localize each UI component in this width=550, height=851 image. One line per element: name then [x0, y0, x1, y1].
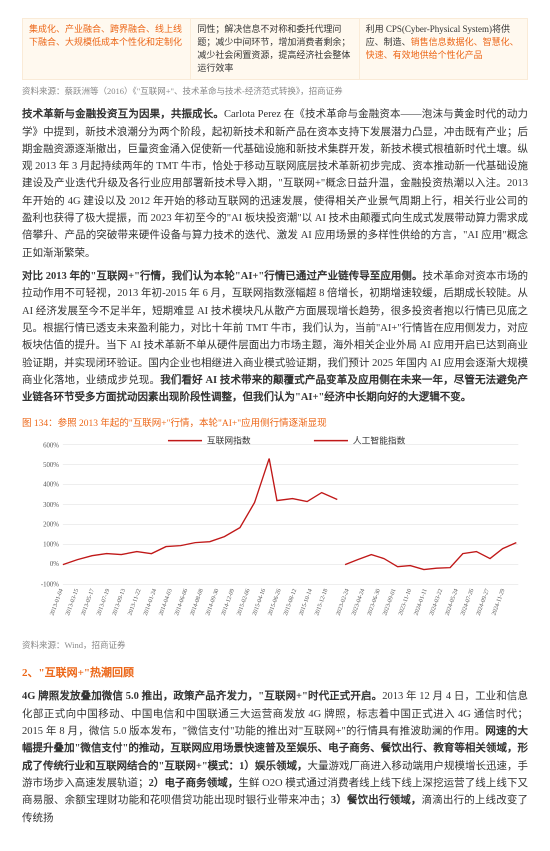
- x-axis-labels: 2013-01-04 2013-03-15 2013-05-17 2013-07…: [50, 588, 507, 616]
- svg-text:-100%: -100%: [41, 582, 59, 589]
- svg-text:600%: 600%: [43, 443, 59, 450]
- svg-text:500%: 500%: [43, 462, 59, 469]
- svg-text:2015-08-12: 2015-08-12: [283, 588, 298, 616]
- svg-text:2023-11-10: 2023-11-10: [398, 588, 413, 616]
- series-ai: [345, 543, 516, 570]
- svg-text:2024-01-11: 2024-01-11: [414, 588, 429, 616]
- source-note: 资料来源：Wind，招商证券: [22, 638, 528, 652]
- body-paragraph: 对比 2013 年的"互联网+"行情，我们认为本轮"AI+"行情已通过产业链传导…: [22, 268, 528, 407]
- svg-text:2014-04-03: 2014-04-03: [158, 588, 173, 616]
- gridlines: [63, 445, 518, 585]
- svg-text:2023-06-30: 2023-06-30: [367, 588, 382, 616]
- table-cell: 利用 CPS(Cyber-Physical System)将供应、制造、销售信息…: [359, 19, 527, 80]
- svg-text:100%: 100%: [43, 542, 59, 549]
- svg-text:2013-09-13: 2013-09-13: [112, 588, 127, 616]
- para-body: Carlota Perez 在《技术革命与金融资本——泡沫与黄金时代的动力学》中…: [22, 109, 528, 259]
- svg-text:2023-09-01: 2023-09-01: [382, 588, 397, 616]
- svg-text:2014-06-06: 2014-06-06: [174, 588, 189, 616]
- svg-text:人工智能指数: 人工智能指数: [353, 436, 406, 446]
- body-paragraph: 4G 牌照发放叠加微信 5.0 推出，政策产品齐发力，"互联网+"时代正式开启。…: [22, 688, 528, 827]
- series-internet: [63, 459, 337, 565]
- source-note: 资料来源：蔡跃洲等（2016）《"互联网+"、技术革命与技术-经济范式转换》，招…: [22, 84, 528, 98]
- svg-text:2015-06-26: 2015-06-26: [267, 588, 282, 616]
- summary-table: 集成化、产业融合、跨界融合、线上线下融合、大规模低成本个性化和定制化 同性；解决…: [22, 18, 528, 80]
- svg-text:2024-11-29: 2024-11-29: [491, 588, 506, 616]
- svg-text:2013-03-15: 2013-03-15: [65, 588, 80, 616]
- svg-text:2023-02-24: 2023-02-24: [336, 588, 351, 616]
- svg-text:2014-12-09: 2014-12-09: [221, 588, 236, 616]
- svg-text:300%: 300%: [43, 502, 59, 509]
- svg-text:2014-08-08: 2014-08-08: [190, 588, 205, 616]
- para-bold: 3）餐饮出行领域，: [331, 795, 422, 806]
- svg-text:2024-05-24: 2024-05-24: [445, 588, 460, 616]
- svg-text:2015-04-16: 2015-04-16: [252, 588, 267, 616]
- para-lead: 4G 牌照发放叠加微信 5.0 推出，政策产品齐发力，"互联网+"时代正式开启。: [22, 691, 382, 702]
- chart-legend: 互联网指数 人工智能指数: [168, 436, 406, 446]
- svg-text:2015-12-18: 2015-12-18: [314, 588, 329, 616]
- body-paragraph: 技术革新与金融投资互为因果，共振成长。Carlota Perez 在《技术革命与…: [22, 106, 528, 262]
- svg-text:2013-07-19: 2013-07-19: [96, 588, 111, 616]
- svg-text:2013-11-22: 2013-11-22: [127, 588, 142, 616]
- table-cell: 集成化、产业融合、跨界融合、线上线下融合、大规模低成本个性化和定制化: [23, 19, 191, 80]
- table-cell: 同性；解决信息不对称和委托代理问题；减少中间环节，增加消费者剩余；减少社会闲置资…: [191, 19, 359, 80]
- table-text: 同性；解决信息不对称和委托代理问题；减少中间环节，增加消费者剩余；减少社会闲置资…: [197, 24, 350, 73]
- svg-text:2013-05-17: 2013-05-17: [81, 588, 96, 616]
- svg-text:2015-02-06: 2015-02-06: [236, 588, 251, 616]
- svg-text:400%: 400%: [43, 482, 59, 489]
- table-text-orange: 集成化、产业融合、跨界融合、线上线下融合、大规模低成本个性化和定制化: [29, 24, 182, 47]
- chart-svg: -100% 0% 100% 200% 300% 400% 500% 600% 互…: [22, 436, 528, 636]
- svg-text:2015-10-14: 2015-10-14: [299, 588, 314, 616]
- svg-text:2013-01-04: 2013-01-04: [50, 588, 65, 616]
- para-body: 技术革命对资本市场的拉动作用不可轻视，2013 年初-2015 年 6 月，互联…: [22, 271, 528, 386]
- section-heading: 2、"互联网+"热潮回顾: [22, 664, 528, 682]
- svg-text:2024-09-27: 2024-09-27: [476, 588, 491, 616]
- y-axis-labels: -100% 0% 100% 200% 300% 400% 500% 600%: [41, 443, 59, 589]
- svg-text:2014-09-30: 2014-09-30: [205, 588, 220, 616]
- para-lead: 技术革新与金融投资互为因果，共振成长。: [22, 109, 224, 120]
- svg-text:互联网指数: 互联网指数: [207, 436, 251, 446]
- chart-title: 图 134：参照 2013 年起的"互联网+"行情，本轮"AI+"应用侧行情逐渐…: [22, 417, 528, 433]
- svg-text:0%: 0%: [50, 561, 59, 568]
- svg-text:2023-04-24: 2023-04-24: [351, 588, 366, 616]
- svg-text:2024-03-22: 2024-03-22: [429, 588, 444, 616]
- para-bold: 2）电子商务领域，: [149, 778, 239, 789]
- para-lead: 对比 2013 年的"互联网+"行情，我们认为本轮"AI+"行情已通过产业链传导…: [22, 271, 423, 282]
- svg-text:2024-07-26: 2024-07-26: [460, 588, 475, 616]
- svg-text:2014-01-24: 2014-01-24: [143, 588, 158, 616]
- svg-text:200%: 200%: [43, 521, 59, 528]
- line-chart: -100% 0% 100% 200% 300% 400% 500% 600% 互…: [22, 436, 528, 636]
